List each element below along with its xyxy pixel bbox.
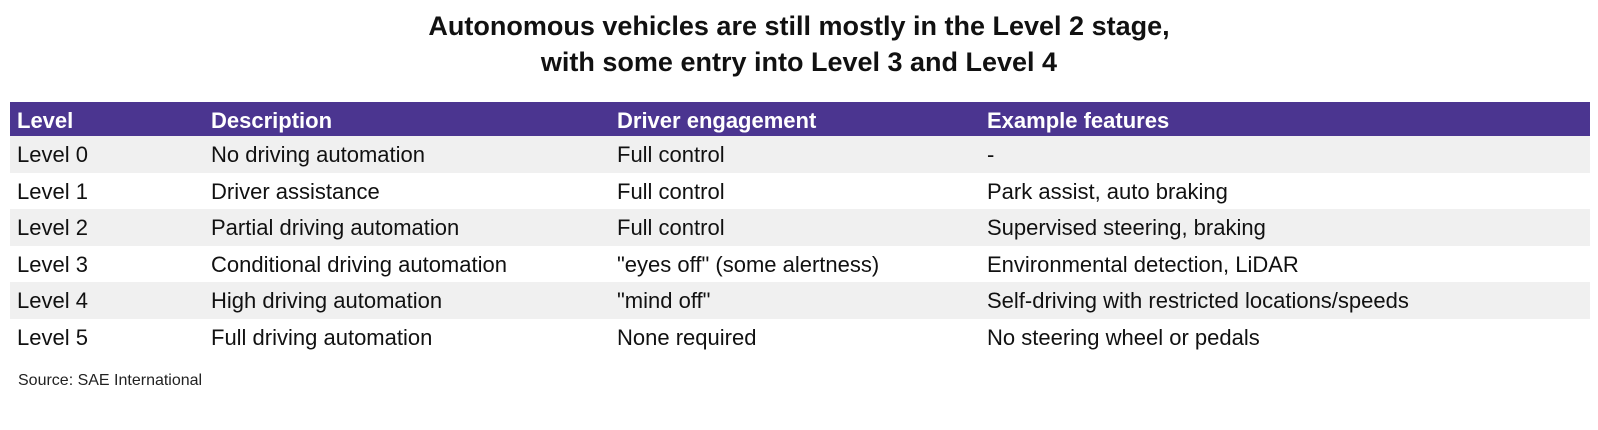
table-row: Level 3 Conditional driving automation "… <box>10 246 1590 283</box>
table-header-row: Level Description Driver engagement Exam… <box>10 102 1590 136</box>
table-row: Level 1 Driver assistance Full control P… <box>10 173 1590 210</box>
example-features-cell: Park assist, auto braking <box>987 178 1228 204</box>
column-header-level: Level <box>17 108 74 133</box>
column-header-example-features: Example features <box>987 108 1170 133</box>
description-cell: Driver assistance <box>211 178 380 204</box>
example-features-cell: - <box>987 142 995 167</box>
source-note: Source: SAE International <box>18 372 203 389</box>
description-cell: Conditional driving automation <box>211 251 507 277</box>
table-row: Level 0 No driving automation Full contr… <box>10 136 1590 173</box>
title-line-2: with some entry into Level 3 and Level 4 <box>540 47 1058 77</box>
page-title: Autonomous vehicles are still mostly in … <box>0 8 1598 80</box>
driver-engagement-cell: Full control <box>617 142 725 167</box>
description-cell: High driving automation <box>211 288 443 314</box>
description-cell: Full driving automation <box>211 324 433 350</box>
level-cell: Level 0 <box>17 142 88 167</box>
title-line-1: Autonomous vehicles are still mostly in … <box>428 11 1170 41</box>
example-features-cell: Environmental detection, LiDAR <box>987 251 1299 277</box>
example-features-cell: Self-driving with restricted locations/s… <box>987 288 1409 314</box>
description-cell: No driving automation <box>211 142 426 167</box>
level-cell: Level 2 <box>17 215 88 241</box>
example-features-cell: Supervised steering, braking <box>987 215 1266 241</box>
level-cell: Level 1 <box>17 178 88 204</box>
description-cell: Partial driving automation <box>211 215 460 241</box>
driver-engagement-cell: None required <box>617 324 757 350</box>
level-cell: Level 3 <box>17 251 88 277</box>
driver-engagement-cell: "eyes off" (some alertness) <box>617 251 880 277</box>
driver-engagement-cell: "mind off" <box>617 288 711 314</box>
example-features-cell: No steering wheel or pedals <box>987 324 1260 350</box>
table-row: Level 4 High driving automation "mind of… <box>10 282 1590 319</box>
table-row: Level 2 Partial driving automation Full … <box>10 209 1590 246</box>
driver-engagement-cell: Full control <box>617 178 725 204</box>
driver-engagement-cell: Full control <box>617 215 725 241</box>
level-cell: Level 5 <box>17 324 88 350</box>
level-cell: Level 4 <box>17 288 88 314</box>
table-row: Level 5 Full driving automation None req… <box>10 319 1590 356</box>
column-header-description: Description <box>211 108 333 133</box>
column-header-driver-engagement: Driver engagement <box>617 108 817 133</box>
automation-levels-table: Level Description Driver engagement Exam… <box>10 102 1590 356</box>
